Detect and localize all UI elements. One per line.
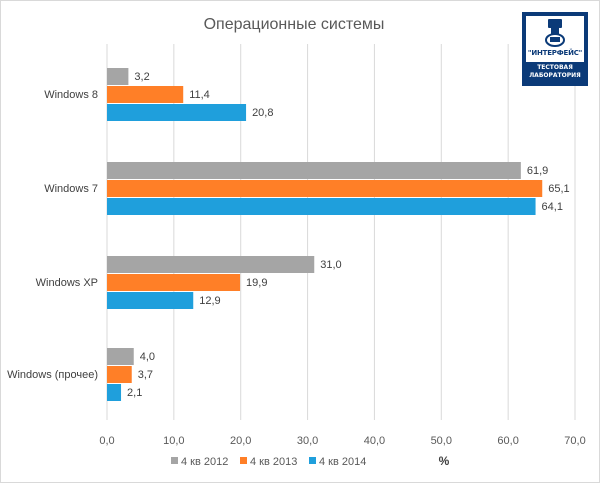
x-tick-label: 20,0 <box>230 435 251 447</box>
category-label: Windows 7 <box>44 183 98 195</box>
legend-swatch <box>309 457 316 464</box>
legend: 4 кв 2012 4 кв 2013 4 кв 2014 <box>171 456 366 468</box>
data-label: 12,9 <box>199 295 220 307</box>
data-label: 19,9 <box>246 277 267 289</box>
bar <box>107 348 134 365</box>
bar <box>107 162 521 179</box>
data-label: 2,1 <box>127 387 142 399</box>
bar <box>107 292 194 309</box>
legend-label: 4 кв 2014 <box>319 456 366 468</box>
x-tick-label: 0,0 <box>99 435 114 447</box>
logo-name: "ИНТЕРФЕЙС" <box>527 49 583 57</box>
logo-subtitle: ТЕСТОВАЯ ЛАБОРАТОРИЯ <box>524 64 586 80</box>
x-tick-label: 70,0 <box>564 435 585 447</box>
x-tick-label: 10,0 <box>163 435 184 447</box>
lab-logo: "ИНТЕРФЕЙС" ТЕСТОВАЯ ЛАБОРАТОРИЯ <box>522 12 588 86</box>
category-label: Windows 8 <box>44 89 98 101</box>
bars <box>107 68 543 401</box>
data-labels: 3,2 11,4 20,8 61,965,1 64,1 31,0 19,9 12,9 4,0 3,… <box>127 71 570 399</box>
legend-label: 4 кв 2012 <box>181 456 228 468</box>
logo-line-1: ТЕСТОВАЯ <box>537 64 573 71</box>
legend-swatch <box>171 457 178 464</box>
data-label: 3,2 <box>134 71 149 83</box>
bar <box>107 86 184 103</box>
category-labels: Windows 8 Windows 7 Windows XP Windows (про… <box>7 89 98 381</box>
bar <box>107 274 241 291</box>
logo-line-2: ЛАБОРАТОРИЯ <box>529 72 581 79</box>
x-tick-labels: 0,0 10,0 20,0 30,0 40,0 50,0 60,0 70,0 <box>99 435 585 447</box>
bar <box>107 256 315 273</box>
category-label: Windows (прочее) <box>7 369 98 381</box>
legend-swatch <box>240 457 247 464</box>
x-tick-label: 60,0 <box>497 435 518 447</box>
chart-title: Операционные системы <box>204 16 385 33</box>
data-label: 61,9 <box>527 165 548 177</box>
bar <box>107 366 132 383</box>
keyboard-hand-icon <box>545 19 565 47</box>
bar <box>107 180 543 197</box>
data-label: 20,8 <box>252 107 273 119</box>
bar <box>107 104 247 121</box>
data-label: 31,0 <box>320 259 341 271</box>
bar <box>107 384 122 401</box>
category-label: Windows XP <box>36 277 98 289</box>
x-axis-label: % <box>439 454 450 468</box>
bar <box>107 68 129 85</box>
data-label: 3,7 <box>138 369 153 381</box>
x-tick-label: 40,0 <box>364 435 385 447</box>
x-tick-label: 30,0 <box>297 435 318 447</box>
data-label: 4,0 <box>140 351 155 363</box>
legend-label: 4 кв 2013 <box>250 456 297 468</box>
bar <box>107 198 536 215</box>
x-tick-label: 50,0 <box>431 435 452 447</box>
logo-badge: "ИНТЕРФЕЙС" <box>526 16 584 62</box>
data-label: 65,1 <box>548 183 569 195</box>
data-label: 11,4 <box>189 89 210 101</box>
data-label: 64,1 <box>542 201 563 213</box>
